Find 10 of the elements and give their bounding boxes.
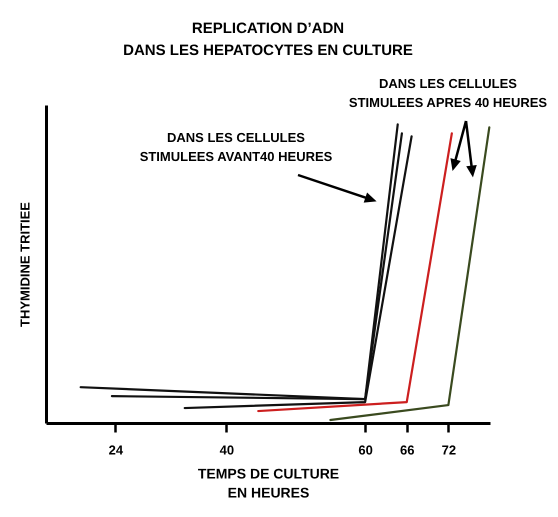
chart-title: REPLICATION D’ADN DANS LES HEPATOCYTES EN CULTURE — [123, 20, 413, 59]
x-tick-label: 66 — [400, 442, 414, 458]
text: DANS LES CELLULES STIMULEES APRES 40 HEURES — [348, 76, 548, 110]
x-tick-label: 24 — [108, 442, 124, 458]
x-tick-label: 40 — [220, 442, 234, 458]
y-axis-title: THYMIDINE TRITIEE — [18, 202, 32, 327]
x-tick-label: 72 — [442, 442, 456, 458]
x-axis-title: TEMPS DE CULTURE EN HEURES — [198, 466, 340, 500]
annotation: DANS LES CELLULES STIMULEES AVANT40 HEURES — [140, 130, 333, 164]
x-tick-label: 60 — [358, 442, 373, 458]
